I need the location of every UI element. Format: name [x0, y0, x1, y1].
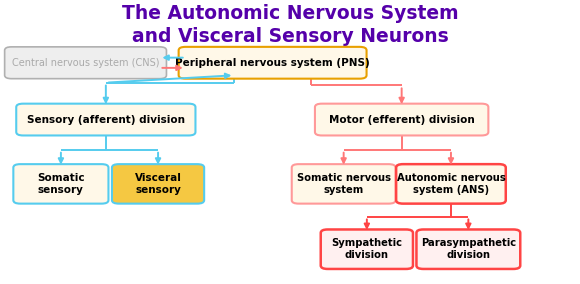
FancyBboxPatch shape	[13, 164, 108, 204]
Text: The Autonomic Nervous System: The Autonomic Nervous System	[122, 4, 458, 23]
Text: and Visceral Sensory Neurons: and Visceral Sensory Neurons	[132, 27, 448, 46]
Text: Parasympathetic
division: Parasympathetic division	[420, 238, 516, 260]
Text: Central nervous system (CNS): Central nervous system (CNS)	[12, 58, 160, 68]
Text: Sensory (afferent) division: Sensory (afferent) division	[27, 114, 185, 125]
Text: Somatic nervous
system: Somatic nervous system	[296, 173, 391, 195]
FancyBboxPatch shape	[5, 47, 166, 79]
FancyBboxPatch shape	[292, 164, 396, 204]
Text: Motor (efferent) division: Motor (efferent) division	[329, 114, 474, 125]
Text: Somatic
sensory: Somatic sensory	[37, 173, 85, 195]
Text: Autonomic nervous
system (ANS): Autonomic nervous system (ANS)	[397, 173, 505, 195]
FancyBboxPatch shape	[416, 229, 520, 269]
FancyBboxPatch shape	[321, 229, 413, 269]
Text: Sympathetic
division: Sympathetic division	[331, 238, 403, 260]
Text: Visceral
sensory: Visceral sensory	[135, 173, 182, 195]
FancyBboxPatch shape	[179, 47, 367, 79]
FancyBboxPatch shape	[16, 104, 195, 135]
Text: Peripheral nervous system (PNS): Peripheral nervous system (PNS)	[175, 58, 370, 68]
FancyBboxPatch shape	[396, 164, 506, 204]
FancyBboxPatch shape	[315, 104, 488, 135]
FancyBboxPatch shape	[112, 164, 204, 204]
